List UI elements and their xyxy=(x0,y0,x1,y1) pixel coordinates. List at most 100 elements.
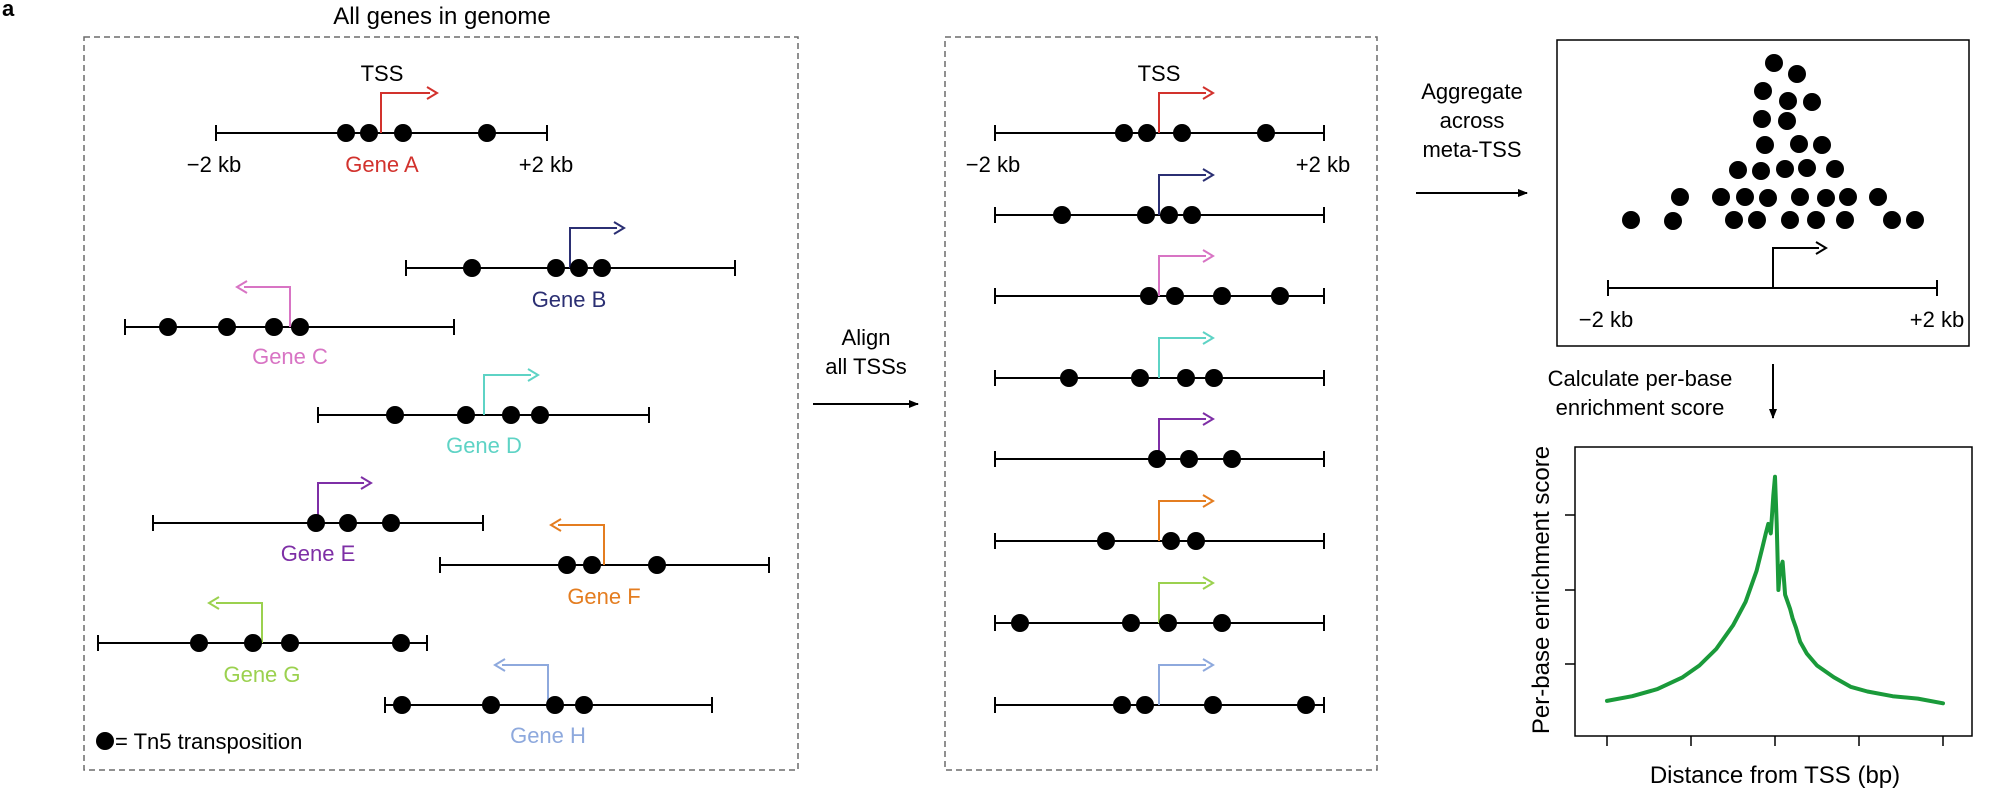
meta-insertion-pile xyxy=(1622,54,1924,230)
gene-e-tss-arrowhead xyxy=(360,476,373,490)
aligned-tss-arrow xyxy=(1158,664,1206,705)
gene-c-tss-arrowhead xyxy=(235,280,248,294)
aligned-tss-arrowhead xyxy=(1202,494,1215,508)
aligned-track-f xyxy=(994,494,1325,550)
aligned-tss-label: TSS xyxy=(1138,61,1181,86)
aligned-insertion xyxy=(1183,206,1201,224)
gene-c-label: Gene C xyxy=(252,344,328,369)
gene-d-label: Gene D xyxy=(446,433,522,458)
aggregate-step-line1: Aggregate xyxy=(1421,79,1523,104)
gene-a-insertion xyxy=(360,124,378,142)
meta-insertion xyxy=(1836,211,1854,229)
aggregate-step-line3: meta-TSS xyxy=(1422,137,1521,162)
aligned-tss-arrowhead xyxy=(1202,249,1215,263)
meta-insertion xyxy=(1725,211,1743,229)
meta-insertion xyxy=(1790,135,1808,153)
gene-d-insertion xyxy=(386,406,404,424)
meta-insertion xyxy=(1798,159,1816,177)
aligned-tss-arrowhead xyxy=(1202,576,1215,590)
gene-e-label: Gene E xyxy=(281,541,356,566)
meta-insertion xyxy=(1839,188,1857,206)
gene-c-track: Gene C xyxy=(124,280,455,369)
meta-panel-frame xyxy=(1556,39,1970,347)
meta-tss-arrowhead xyxy=(1815,241,1828,255)
gene-h-insertion xyxy=(482,696,500,714)
gene-c-insertion xyxy=(218,318,236,336)
meta-insertion xyxy=(1753,110,1771,128)
aligned-tss-arrow xyxy=(1158,418,1206,459)
gene-h-label: Gene H xyxy=(510,723,586,748)
gene-e-insertion xyxy=(382,514,400,532)
meta-left-kb-label: −2 kb xyxy=(1579,307,1633,332)
aligned-insertion xyxy=(1213,614,1231,632)
gene-d-track: Gene D xyxy=(317,368,650,458)
aligned-insertion xyxy=(1159,614,1177,632)
aligned-tss-arrowhead xyxy=(1202,86,1215,100)
legend-insertion-dot xyxy=(96,732,114,750)
meta-panel: −2 kb +2 kb xyxy=(1556,39,1970,347)
legend-label: = Tn5 transposition xyxy=(115,729,302,754)
aligned-tss-arrow xyxy=(1158,255,1206,296)
gene-e-tss-arrow xyxy=(317,482,364,523)
align-step: Align all TSSs xyxy=(813,325,919,408)
gene-a-left-kb-label: −2 kb xyxy=(187,152,241,177)
gene-f-tss-arrowhead xyxy=(549,518,562,532)
meta-insertion xyxy=(1779,92,1797,110)
gene-a-track: TSS −2 kb +2 kb Gene A xyxy=(187,61,573,177)
meta-insertion xyxy=(1754,82,1772,100)
gene-d-insertion xyxy=(457,406,475,424)
aligned-tss-arrowhead xyxy=(1202,412,1215,426)
meta-insertion xyxy=(1776,160,1794,178)
gene-f-insertion xyxy=(558,556,576,574)
meta-insertion xyxy=(1765,54,1783,72)
score-step-line1: Calculate per-base xyxy=(1548,366,1733,391)
aligned-insertion xyxy=(1223,450,1241,468)
aligned-right-kb-label: +2 kb xyxy=(1296,152,1350,177)
enrichment-plot: Per-base enrichment score Distance from … xyxy=(1528,446,1973,789)
plot-frame xyxy=(1574,446,1973,737)
gene-a-insertion xyxy=(337,124,355,142)
aligned-track-a: −2 kb +2 kb xyxy=(966,86,1350,177)
aligned-track-c xyxy=(994,249,1325,305)
aligned-tss-arrowhead xyxy=(1202,658,1215,672)
meta-insertion xyxy=(1671,188,1689,206)
aligned-insertion xyxy=(1060,369,1078,387)
aligned-insertion xyxy=(1180,450,1198,468)
aligned-insertion xyxy=(1205,369,1223,387)
gene-b-tss-arrowhead xyxy=(613,221,626,235)
gene-g-tss-arrowhead xyxy=(207,596,220,610)
gene-b-insertion xyxy=(547,259,565,277)
score-step: Calculate per-base enrichment score xyxy=(1548,364,1777,420)
aligned-tss-arrow xyxy=(1158,500,1206,541)
aligned-insertion xyxy=(1213,287,1231,305)
meta-insertion xyxy=(1869,188,1887,206)
meta-insertion xyxy=(1883,211,1901,229)
gene-e-track: Gene E xyxy=(152,476,484,566)
aligned-panel-frame xyxy=(944,36,1378,771)
plot-xlabel: Distance from TSS (bp) xyxy=(1650,762,1900,789)
aligned-insertion xyxy=(1297,696,1315,714)
gene-d-tss-arrowhead xyxy=(527,368,540,382)
meta-insertion xyxy=(1826,160,1844,178)
aligned-insertion xyxy=(1162,532,1180,550)
meta-insertion xyxy=(1778,112,1796,130)
meta-insertion xyxy=(1756,136,1774,154)
gene-e-insertion xyxy=(307,514,325,532)
aligned-tss-arrow xyxy=(1158,337,1206,378)
aligned-tss-arrowhead xyxy=(1202,331,1215,345)
gene-d-insertion xyxy=(502,406,520,424)
gene-a-label: Gene A xyxy=(345,152,419,177)
meta-insertion xyxy=(1752,162,1770,180)
gene-c-insertion xyxy=(265,318,283,336)
aligned-insertion xyxy=(1257,124,1275,142)
aligned-insertion xyxy=(1097,532,1115,550)
gene-f-label: Gene F xyxy=(567,584,640,609)
aligned-insertion xyxy=(1122,614,1140,632)
meta-insertion xyxy=(1906,211,1924,229)
aligned-left-kb-label: −2 kb xyxy=(966,152,1020,177)
aligned-insertion xyxy=(1166,287,1184,305)
gene-b-insertion xyxy=(593,259,611,277)
meta-insertion xyxy=(1813,136,1831,154)
meta-insertion xyxy=(1759,189,1777,207)
aligned-track-b xyxy=(994,168,1325,224)
